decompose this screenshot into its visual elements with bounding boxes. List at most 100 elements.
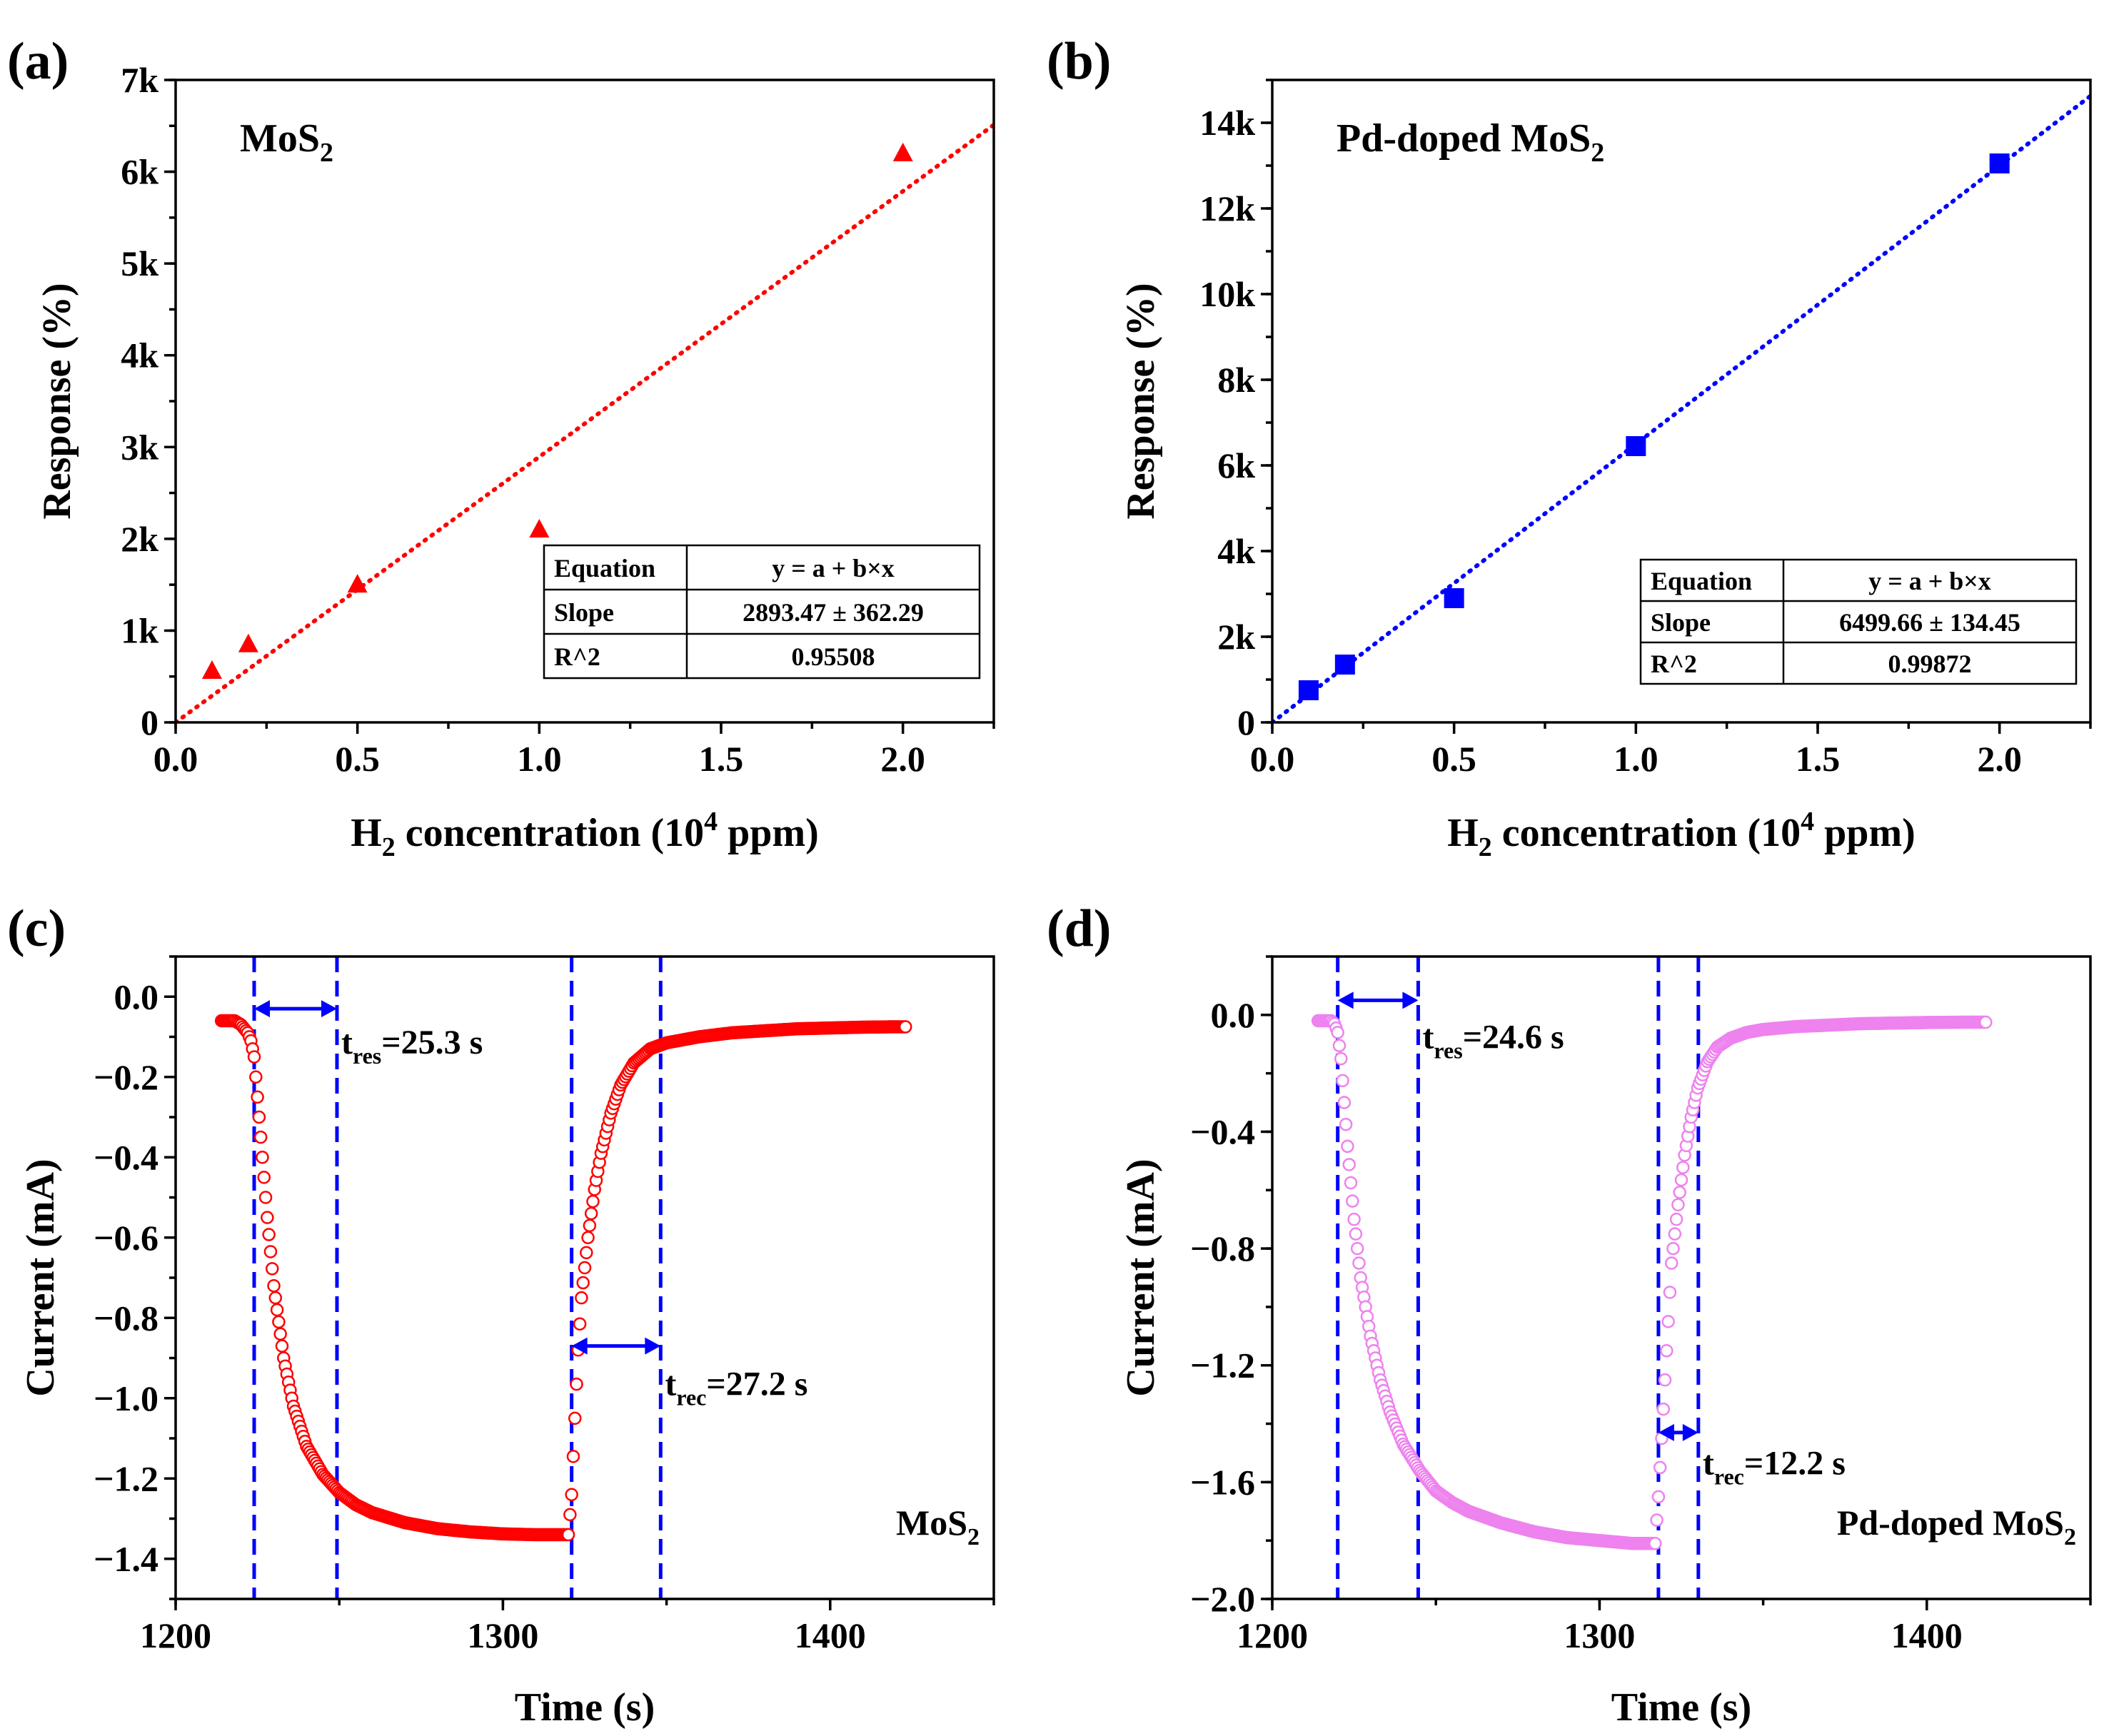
data-point [1626,436,1646,456]
data-point [586,1194,600,1208]
data-point [1660,1344,1673,1358]
y-tick-label: −1.4 [94,1539,158,1579]
y-tick-label: −1.6 [1190,1462,1255,1502]
fit-table-key: Slope [554,598,614,627]
data-point [263,1245,278,1258]
panel-label: (d) [1047,899,1111,958]
y-tick-label: 8k [1217,360,1255,400]
x-tick-label: 1200 [140,1615,211,1655]
data-point [1669,1212,1683,1226]
data-point [583,1218,597,1233]
y-tick-label: −0.2 [94,1057,158,1097]
data-point [580,1246,593,1260]
data-point [1653,1460,1667,1475]
fit-table: Equation y = a + b×x Slope 6499.66 ± 134.45… [1639,558,2078,685]
data-point [568,1411,582,1425]
x-tick-label: 0.0 [1250,739,1295,779]
data-point [238,633,258,652]
data-point [1673,1186,1686,1199]
data-point [261,1211,274,1224]
arrow-head [254,1000,271,1018]
fit-table-value: 0.99872 [1888,650,1972,678]
data-point [570,1377,583,1391]
data-point [1352,1256,1366,1270]
data-point [566,1450,580,1463]
y-axis-label: Response (%) [1119,283,1163,519]
data-point [1656,1402,1671,1416]
data-point [1334,1051,1348,1066]
y-tick-label: −2.0 [1190,1579,1255,1619]
data-point [270,1303,284,1317]
fit-table-key: Equation [554,554,655,582]
x-tick-label: 1200 [1237,1615,1308,1655]
time-annotation: trec=12.2 s [1658,1423,1846,1490]
data-point [256,1151,269,1164]
data-point [252,1110,266,1124]
x-tick-label: 2.0 [880,739,925,779]
panel-a: (a) 0.0 0.5 1.0 1.5 2.0 0 1k 2k 3k 4k 5k 6k 7k Respons… [7,32,995,862]
y-tick-label: −1.2 [1190,1346,1255,1386]
y-axis-label: Current (mA) [19,1159,63,1396]
time-label: tres=25.3 s [341,1024,483,1069]
data-point [1334,655,1355,675]
arrow-head [645,1337,661,1355]
y-tick-label: 14k [1199,103,1255,143]
y-tick-label: 2k [1217,617,1255,657]
data-point [265,1262,279,1276]
data-point [262,1228,276,1241]
data-point [1350,1241,1364,1256]
sample-label: MoS2 [896,1503,980,1550]
x-tick-label: 1400 [795,1615,866,1655]
data-point [1336,1074,1349,1088]
data-point [1298,680,1319,700]
data-point [253,1130,268,1144]
sample-label: MoS2 [240,116,333,168]
data-point [1650,1513,1663,1527]
fit-table-value: y = a + b×x [1868,567,1991,595]
data-point [201,660,222,679]
data-point [247,1050,261,1064]
y-tick-label: −0.8 [1190,1228,1255,1268]
y-tick-label: 0.0 [1211,995,1256,1035]
arrow-head [1337,991,1354,1009]
data-point [1649,1537,1662,1550]
y-tick-label: −0.8 [94,1298,158,1338]
x-tick-label: 1400 [1891,1615,1963,1655]
panel-label: (a) [7,32,69,91]
y-tick-label: −1.0 [94,1378,158,1418]
time-label: trec=12.2 s [1703,1445,1846,1490]
data-point [275,1339,289,1353]
x-tick-label: 0.5 [1431,739,1476,779]
y-tick-label: 5k [121,243,158,283]
data-point [1989,153,2010,173]
y-tick-label: 7k [121,60,158,100]
data-point [563,1508,577,1522]
x-tick-label: 1300 [467,1615,538,1655]
data-point [1674,1173,1688,1187]
arrow-head [1682,1423,1698,1441]
axes-frame [1271,955,2092,1600]
fit-table: Equation y = a + b×x Slope 2893.47 ± 362.29… [543,544,981,680]
data-point [1666,1241,1680,1256]
y-tick-label: −0.6 [94,1218,158,1258]
data-point [529,519,550,538]
arrow-head [1402,991,1419,1009]
fit-line [1272,94,2090,722]
data-point [1663,1286,1677,1299]
fit-table-value: 6499.66 ± 134.45 [1839,608,2020,637]
panel-b: (b) 0.0 0.5 1.0 1.5 2.0 0 2k 4k 6k 8k 10k 12k 14k Resp… [1047,32,2092,862]
fit-table-value: 2893.47 ± 362.29 [743,598,924,627]
panel-label: (b) [1047,32,1111,91]
data-point [258,1191,273,1204]
data-point [1341,1139,1354,1154]
y-tick-label: 3k [121,427,158,467]
fit-table-value: y = a + b×x [772,554,895,582]
data-point [1668,1227,1682,1241]
data-point [561,1528,575,1542]
plot-area [1272,94,2090,722]
time-label: tres=24.6 s [1422,1018,1564,1063]
y-tick-label: −0.4 [1190,1111,1255,1151]
data-point [1332,1039,1347,1053]
data-point [1651,1490,1666,1504]
x-tick-label: 1.0 [517,739,562,779]
